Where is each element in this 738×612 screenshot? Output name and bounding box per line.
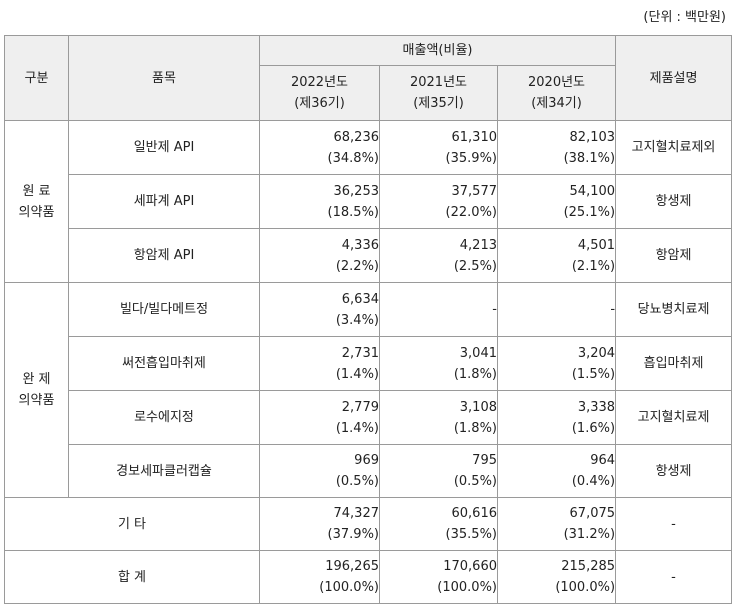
total-label: 기 타 [4, 497, 260, 551]
table-row-total: 합 계 196,265 (100.0%) 170,660 (100.0%) 215,… [4, 550, 733, 604]
header-year-2022: 2022년도 (제36기) [259, 65, 380, 121]
desc-cell: 항생제 [615, 444, 733, 498]
group-label-raw: 원 료 의약품 [4, 120, 69, 283]
desc-cell: 고지혈치료제외 [615, 120, 733, 175]
value-cell: 3,041 (1.8%) [379, 336, 498, 391]
value-cell: 3,338 (1.6%) [496, 390, 617, 445]
table-row: 로수에지정 2,779 (1.4%) 3,108 (1.8%) 3,338 (1.6%… [5, 390, 733, 445]
value-cell: 969 (0.5%) [259, 444, 380, 498]
desc-cell: - [615, 550, 733, 604]
table-row: 완 제 의약품 빌다/빌다메트정 6,634 (3.4%) - - 당뇨병치료제 [4, 282, 733, 498]
table-row-other: 기 타 74,327 (37.9%) 60,616 (35.5%) 67,075 (3… [4, 497, 733, 551]
value-cell: 964 (0.4%) [496, 444, 617, 498]
desc-cell: 고지혈치료제 [615, 390, 733, 445]
header-category: 구분 [4, 35, 69, 121]
value-cell: - [496, 282, 617, 337]
value-cell: 4,213 (2.5%) [379, 228, 498, 283]
value-cell: 36,253 (18.5%) [259, 174, 380, 229]
item-cell: 세파계 API [68, 174, 260, 229]
header-row: 구분 품목 매출액(비율) 제품설명 [4, 35, 733, 121]
value-cell: 68,236 (34.8%) [259, 120, 380, 175]
table-row: 항암제 API 4,336 (2.2%) 4,213 (2.5%) 4,501 (2.… [5, 228, 733, 283]
value-cell: 795 (0.5%) [379, 444, 498, 498]
desc-cell: - [615, 497, 733, 551]
group-label-finished: 완 제 의약품 [4, 282, 69, 498]
header-year-2021: 2021년도 (제35기) [379, 65, 498, 121]
value-cell: 4,336 (2.2%) [259, 228, 380, 283]
value-cell: 196,265 (100.0%) [259, 550, 380, 604]
item-cell: 일반제 API [68, 120, 260, 175]
desc-cell: 항암제 [615, 228, 733, 283]
value-cell: 170,660 (100.0%) [379, 550, 498, 604]
item-cell: 항암제 API [68, 228, 260, 283]
value-cell: 37,577 (22.0%) [379, 174, 498, 229]
desc-cell: 항생제 [615, 174, 733, 229]
value-cell: 2,779 (1.4%) [259, 390, 380, 445]
total-label: 합 계 [4, 550, 260, 604]
value-cell: 74,327 (37.9%) [259, 497, 380, 551]
value-cell: 3,204 (1.5%) [496, 336, 617, 391]
item-cell: 로수에지정 [68, 390, 260, 445]
table-row: 세파계 API 36,253 (18.5%) 37,577 (22.0%) 54,1… [5, 174, 733, 229]
value-cell: 4,501 (2.1%) [496, 228, 617, 283]
value-cell: 215,285 (100.0%) [496, 550, 617, 604]
value-cell: 67,075 (31.2%) [496, 497, 617, 551]
value-cell: 6,634 (3.4%) [259, 282, 380, 337]
table-row: 원 료 의약품 일반제 API 68,236 (34.8%) 61,310 (35.9… [4, 120, 733, 283]
table-row: 써전흡입마취제 2,731 (1.4%) 3,041 (1.8%) 3,204 (1.… [5, 336, 733, 391]
table-row: 경보세파클러캡슐 969 (0.5%) 795 (0.5%) 964 (0.4%) 항… [5, 444, 733, 498]
value-cell: - [379, 282, 498, 337]
item-cell: 써전흡입마취제 [68, 336, 260, 391]
header-year-2020: 2020년도 (제34기) [496, 65, 617, 121]
desc-cell: 흡입마취제 [615, 336, 733, 391]
item-cell: 빌다/빌다메트정 [68, 282, 260, 337]
value-cell: 82,103 (38.1%) [496, 120, 617, 175]
sales-table: 구분 품목 매출액(비율) 제품설명 2022년도 (제36기) 2021년도 (제… [4, 35, 733, 604]
value-cell: 2,731 (1.4%) [259, 336, 380, 391]
value-cell: 60,616 (35.5%) [379, 497, 498, 551]
header-item: 품목 [68, 35, 260, 121]
unit-note: (단위 : 백만원) [643, 10, 726, 25]
desc-cell: 당뇨병치료제 [615, 282, 733, 337]
header-sales-group: 매출액(비율) [258, 35, 617, 66]
header-year-row: 2022년도 (제36기) 2021년도 (제35기) 2020년도 (제34기) [5, 65, 732, 121]
value-cell: 3,108 (1.8%) [379, 390, 498, 445]
value-cell: 54,100 (25.1%) [496, 174, 617, 229]
value-cell: 61,310 (35.9%) [379, 120, 498, 175]
item-cell: 경보세파클러캡슐 [68, 444, 260, 498]
header-desc: 제품설명 [615, 35, 733, 121]
